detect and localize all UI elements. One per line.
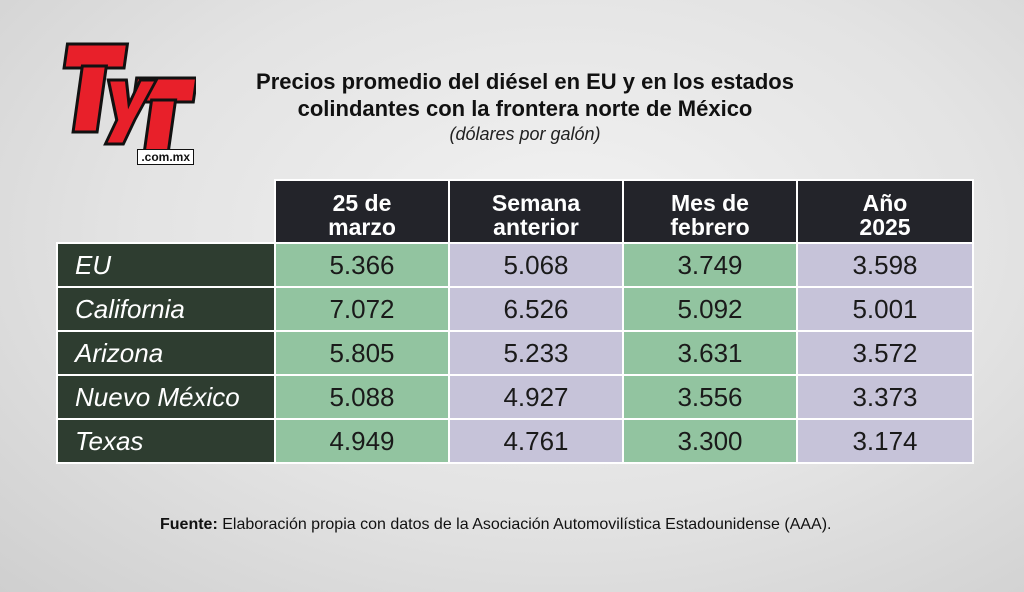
title-line-2: colindantes con la frontera norte de Méx… — [297, 96, 753, 121]
table-row: Arizona 5.805 5.233 3.631 3.572 — [56, 330, 974, 376]
table-row: Nuevo México 5.088 4.927 3.556 3.373 — [56, 374, 974, 420]
tyt-logo[interactable]: .com.mx — [56, 40, 199, 166]
title-line-1: Precios promedio del diésel en EU y en l… — [256, 69, 794, 94]
column-header: Mes de febrero — [622, 179, 798, 244]
row-label: Nuevo México — [56, 374, 276, 420]
table-row: EU 5.366 5.068 3.749 3.598 — [56, 242, 974, 288]
data-cell: 3.373 — [796, 374, 974, 420]
diesel-price-table: 25 de marzo Semana anterior Mes de febrero … — [56, 179, 974, 464]
row-label: Arizona — [56, 330, 276, 376]
row-label: California — [56, 286, 276, 332]
data-cell: 3.556 — [622, 374, 798, 420]
row-label: Texas — [56, 418, 276, 464]
data-cell: 4.761 — [448, 418, 624, 464]
data-cell: 4.949 — [274, 418, 450, 464]
table-row: California 7.072 6.526 5.092 5.001 — [56, 286, 974, 332]
header-corner — [57, 180, 275, 243]
source-label: Fuente: — [160, 516, 218, 533]
header-row: 25 de marzo Semana anterior Mes de febrero … — [57, 179, 974, 244]
data-cell: 3.598 — [796, 242, 974, 288]
source-text: Elaboración propia con datos de la Asoci… — [222, 516, 832, 533]
data-cell: 5.001 — [796, 286, 974, 332]
data-cell: 7.072 — [274, 286, 450, 332]
data-cell: 5.805 — [274, 330, 450, 376]
data-cell: 3.572 — [796, 330, 974, 376]
source-note: Fuente: Elaboración propia con datos de … — [160, 516, 831, 534]
logo-domain: .com.mx — [137, 149, 194, 165]
data-cell: 3.749 — [622, 242, 798, 288]
column-header: Año 2025 — [796, 179, 974, 244]
data-cell: 3.631 — [622, 330, 798, 376]
table-row: Texas 4.949 4.761 3.300 3.174 — [56, 418, 974, 464]
column-header: 25 de marzo — [274, 179, 450, 244]
row-label: EU — [56, 242, 276, 288]
data-cell: 5.068 — [448, 242, 624, 288]
data-cell: 3.174 — [796, 418, 974, 464]
column-header: Semana anterior — [448, 179, 624, 244]
data-cell: 5.088 — [274, 374, 450, 420]
chart-subtitle: (dólares por galón) — [449, 124, 601, 144]
data-cell: 3.300 — [622, 418, 798, 464]
data-cell: 4.927 — [448, 374, 624, 420]
data-cell: 5.233 — [448, 330, 624, 376]
data-cell: 5.366 — [274, 242, 450, 288]
data-cell: 6.526 — [448, 286, 624, 332]
data-cell: 5.092 — [622, 286, 798, 332]
chart-title: Precios promedio del diésel en EU y en l… — [205, 68, 845, 122]
tyt-logo-graphic — [62, 42, 199, 162]
